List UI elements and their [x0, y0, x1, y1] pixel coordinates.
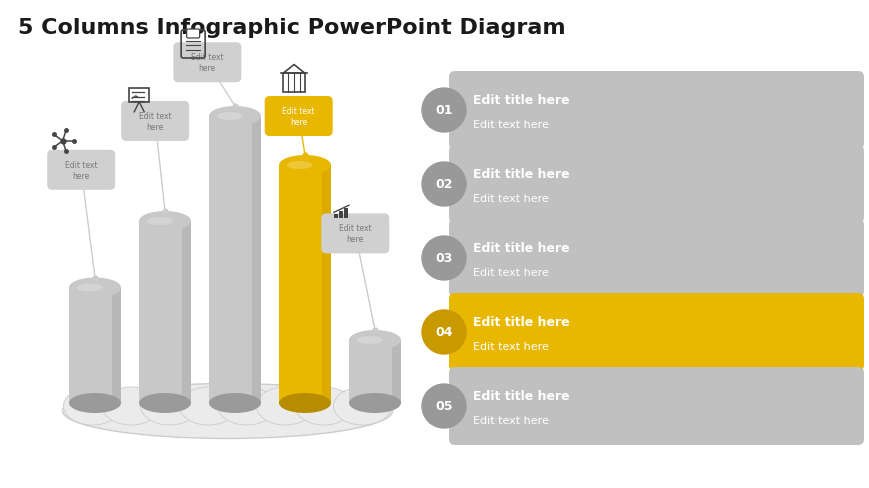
Text: 04: 04 [434, 326, 452, 339]
FancyBboxPatch shape [391, 340, 401, 403]
Text: 03: 03 [434, 252, 452, 265]
Ellipse shape [295, 387, 353, 425]
Text: Edit text
here: Edit text here [191, 53, 223, 73]
FancyBboxPatch shape [448, 72, 863, 150]
Text: Edit text here: Edit text here [473, 267, 548, 278]
FancyBboxPatch shape [139, 222, 191, 403]
Circle shape [421, 384, 466, 428]
Ellipse shape [287, 162, 313, 170]
Text: Edit text here: Edit text here [473, 341, 548, 351]
FancyBboxPatch shape [173, 43, 241, 83]
FancyBboxPatch shape [343, 208, 348, 219]
Ellipse shape [63, 384, 392, 439]
Ellipse shape [216, 113, 242, 121]
Ellipse shape [256, 387, 314, 425]
FancyBboxPatch shape [47, 150, 115, 190]
FancyBboxPatch shape [339, 211, 342, 219]
FancyBboxPatch shape [279, 165, 330, 403]
Circle shape [421, 89, 466, 133]
Circle shape [421, 163, 466, 206]
FancyBboxPatch shape [187, 30, 199, 39]
FancyBboxPatch shape [448, 146, 863, 224]
Ellipse shape [139, 393, 191, 413]
Circle shape [421, 310, 466, 354]
Text: Edit title here: Edit title here [473, 168, 569, 181]
FancyBboxPatch shape [322, 165, 330, 403]
Ellipse shape [141, 387, 198, 425]
Text: Edit title here: Edit title here [473, 242, 569, 255]
Text: Edit text
here: Edit text here [139, 112, 171, 132]
FancyBboxPatch shape [321, 214, 388, 254]
FancyBboxPatch shape [112, 288, 121, 403]
Ellipse shape [279, 156, 330, 176]
FancyBboxPatch shape [334, 214, 337, 219]
Text: 5 Columns Infographic PowerPoint Diagram: 5 Columns Infographic PowerPoint Diagram [18, 18, 565, 38]
Text: Edit text
here: Edit text here [65, 161, 97, 181]
Text: Edit title here: Edit title here [473, 390, 569, 403]
Text: Edit text here: Edit text here [473, 194, 548, 203]
Ellipse shape [102, 387, 160, 425]
FancyBboxPatch shape [69, 288, 121, 403]
Ellipse shape [63, 387, 122, 425]
Text: Edit title here: Edit title here [473, 316, 569, 329]
Ellipse shape [348, 393, 401, 413]
FancyBboxPatch shape [348, 340, 401, 403]
Ellipse shape [279, 393, 330, 413]
Ellipse shape [69, 393, 121, 413]
FancyBboxPatch shape [448, 220, 863, 297]
Ellipse shape [76, 284, 103, 292]
Text: Edit title here: Edit title here [473, 94, 569, 107]
Circle shape [421, 237, 466, 281]
Ellipse shape [356, 336, 382, 345]
Ellipse shape [333, 387, 391, 425]
Ellipse shape [209, 393, 261, 413]
FancyBboxPatch shape [182, 222, 191, 403]
FancyBboxPatch shape [252, 117, 261, 403]
FancyBboxPatch shape [209, 117, 261, 403]
Text: Edit text here: Edit text here [473, 415, 548, 425]
Ellipse shape [139, 212, 191, 231]
Text: 02: 02 [434, 178, 452, 191]
Text: Edit text here: Edit text here [473, 120, 548, 130]
Ellipse shape [147, 218, 173, 225]
Ellipse shape [209, 107, 261, 127]
Text: 05: 05 [434, 400, 452, 413]
FancyBboxPatch shape [448, 293, 863, 371]
Text: Edit text
here: Edit text here [339, 224, 371, 244]
Ellipse shape [348, 330, 401, 350]
FancyBboxPatch shape [448, 367, 863, 445]
FancyBboxPatch shape [264, 97, 332, 137]
Ellipse shape [179, 387, 237, 425]
Text: Edit text
here: Edit text here [282, 107, 315, 127]
FancyBboxPatch shape [121, 102, 189, 142]
Ellipse shape [69, 278, 121, 298]
Ellipse shape [217, 387, 275, 425]
Text: 01: 01 [434, 104, 452, 117]
